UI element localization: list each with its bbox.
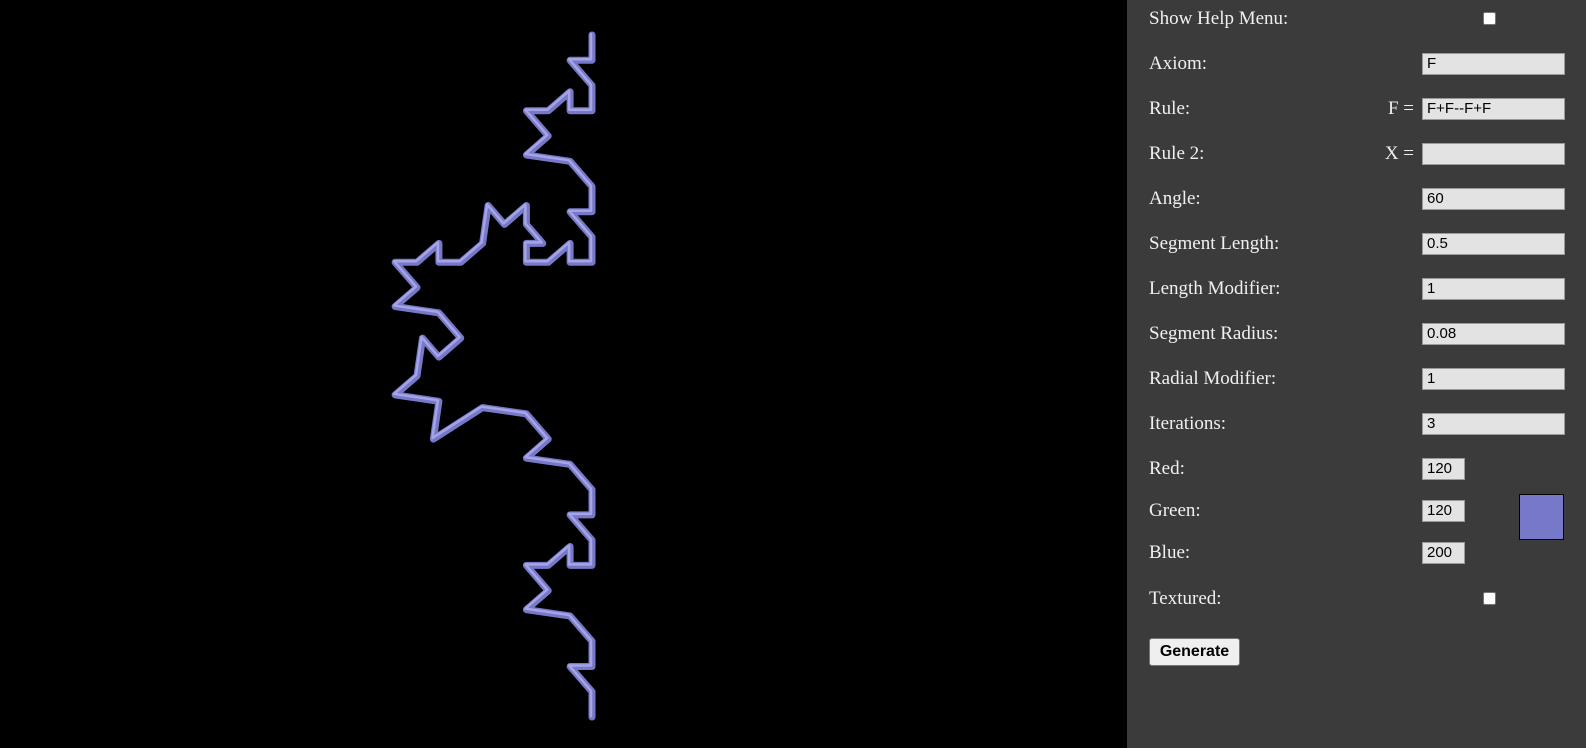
fractal-curve-highlight [392,32,593,718]
length-modifier-label: Length Modifier: [1149,278,1281,299]
render-viewport[interactable] [0,0,1127,748]
textured-label: Textured: [1149,588,1222,609]
segment-length-label: Segment Length: [1149,233,1280,254]
rule2-input[interactable] [1422,143,1565,165]
fractal-canvas [391,31,596,721]
green-input[interactable]: 120 [1422,500,1465,522]
blue-label: Blue: [1149,542,1191,563]
iterations-label: Iterations: [1149,413,1227,434]
rule2-prefix: X = [1384,143,1414,164]
segment-radius-input[interactable]: 0.08 [1422,323,1565,345]
segment-length-input[interactable]: 0.5 [1422,233,1565,255]
color-swatch [1519,494,1564,540]
rule-prefix: F = [1387,98,1414,119]
help-checkbox[interactable] [1483,12,1496,25]
iterations-input[interactable]: 3 [1422,413,1565,435]
length-modifier-input[interactable]: 1 [1422,278,1565,300]
rule-input[interactable]: F+F--F+F [1422,98,1565,120]
axiom-label: Axiom: [1149,53,1208,74]
help-label: Show Help Menu: [1149,8,1289,29]
rule2-label: Rule 2: [1149,143,1205,164]
axiom-input[interactable]: F [1422,53,1565,75]
textured-checkbox[interactable] [1483,592,1496,605]
radial-modifier-input[interactable]: 1 [1422,368,1565,390]
angle-input[interactable]: 60 [1422,188,1565,210]
radial-modifier-label: Radial Modifier: [1149,368,1277,389]
red-label: Red: [1149,458,1185,479]
settings-panel: Show Help Menu: Axiom: F Rule: F = F+F--… [1127,0,1586,748]
rule-label: Rule: [1149,98,1191,119]
green-label: Green: [1149,500,1201,521]
generate-button[interactable]: Generate [1149,638,1240,666]
blue-input[interactable]: 200 [1422,542,1465,564]
angle-label: Angle: [1149,188,1201,209]
segment-radius-label: Segment Radius: [1149,323,1279,344]
red-input[interactable]: 120 [1422,458,1465,480]
